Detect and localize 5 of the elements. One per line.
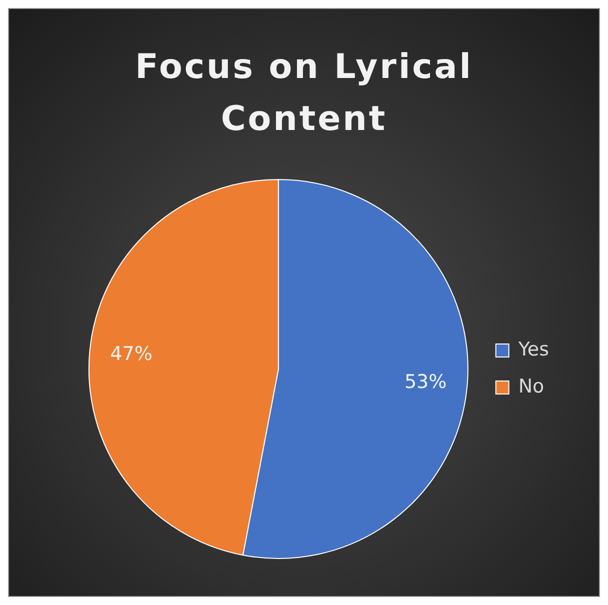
data-label: 53% [404, 370, 447, 393]
legend-label: No [518, 375, 544, 398]
legend-label: Yes [517, 338, 549, 360]
chart-title: Focus on Lyrical Content [134, 46, 474, 141]
data-label: 47% [110, 343, 152, 366]
